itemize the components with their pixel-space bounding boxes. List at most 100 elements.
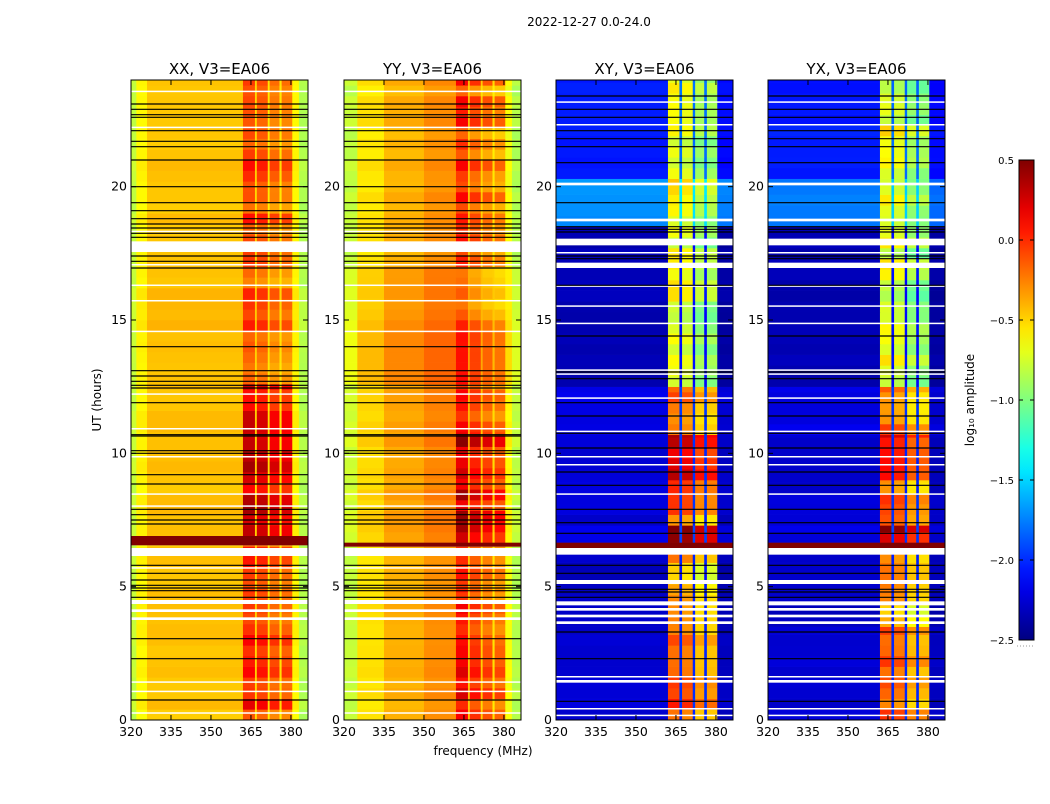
- heatmap-cell: [269, 288, 280, 299]
- heatmap-cell: [904, 312, 908, 323]
- heatmap-cell: [455, 128, 469, 139]
- heatmap-cell: [907, 80, 917, 83]
- heatmap-cell: [242, 645, 256, 657]
- heatmap-cell: [918, 525, 930, 533]
- heatmap-cell: [423, 138, 457, 150]
- heatmap-cell: [879, 448, 892, 459]
- heatmap-cell: [279, 320, 282, 331]
- heatmap-cell: [383, 410, 425, 422]
- heatmap-cell: [254, 461, 258, 473]
- heatmap-cell: [679, 573, 683, 585]
- heatmap-cell: [267, 421, 270, 433]
- heatmap-cell: [292, 320, 300, 331]
- heatmap-cell: [667, 354, 680, 366]
- heatmap-cell: [256, 202, 269, 214]
- heatmap-cell: [357, 234, 385, 246]
- heatmap-cell: [768, 514, 881, 526]
- heatmap-cell: [469, 149, 482, 161]
- heatmap-cell: [556, 605, 669, 617]
- heatmap-cell: [692, 344, 696, 355]
- plot-frame: [130, 79, 309, 721]
- heatmap-cell: [146, 440, 244, 451]
- heatmap-cell: [269, 602, 280, 614]
- heatmap-cell: [256, 80, 269, 86]
- heatmap-cell: [131, 160, 137, 171]
- heatmap-cell: [492, 436, 495, 447]
- heatmap-cell: [667, 434, 680, 438]
- heatmap-cell: [455, 656, 469, 667]
- heatmap-cell: [256, 96, 269, 107]
- heatmap-cell: [894, 626, 906, 635]
- heatmap-cell: [505, 421, 513, 433]
- heatmap-cell: [269, 234, 280, 246]
- heatmap-cell: [904, 114, 908, 126]
- heatmap-cell: [494, 666, 506, 678]
- heatmap-cell: [916, 184, 920, 195]
- heatmap-cell: [706, 552, 718, 563]
- heatmap-cell: [916, 514, 920, 526]
- heatmap-cell: [929, 469, 946, 481]
- panel-title-yy: YY, V3=EA06: [382, 60, 482, 78]
- flagged-row: [768, 714, 945, 717]
- heatmap-cell: [494, 645, 506, 657]
- heatmap-cell: [279, 352, 282, 363]
- heatmap-cell: [907, 514, 917, 526]
- heatmap-cell: [704, 344, 708, 355]
- heatmap-cell: [907, 634, 917, 646]
- heatmap-cell: [692, 269, 696, 281]
- heatmap-cell: [467, 421, 471, 433]
- heatmap-cell: [136, 80, 148, 86]
- heatmap-cell: [455, 362, 469, 374]
- heatmap-cell: [131, 557, 137, 569]
- heatmap-cell: [494, 224, 506, 235]
- flagged-row: [556, 101, 733, 103]
- heatmap-cell: [469, 117, 482, 129]
- heatmap-cell: [482, 436, 493, 447]
- heatmap-cell: [916, 448, 920, 459]
- heatmap-cell: [682, 205, 694, 217]
- heatmap-cell: [469, 709, 482, 721]
- flagged-row: [131, 548, 308, 556]
- flagged-row: [131, 330, 308, 333]
- figure-title: 2022-12-27 0.0-24.0: [527, 15, 651, 29]
- heatmap-cell: [667, 525, 680, 533]
- heatmap-cell: [511, 688, 522, 699]
- heatmap-cell: [279, 138, 282, 150]
- heatmap-cell: [492, 138, 495, 150]
- heatmap-cell: [768, 344, 881, 355]
- heatmap-cell: [492, 709, 495, 721]
- heatmap-cell: [281, 472, 293, 483]
- heatmap-cell: [469, 106, 482, 118]
- heatmap-cell: [907, 312, 917, 323]
- heatmap-cell: [467, 266, 471, 278]
- heatmap-cell: [695, 354, 705, 366]
- heatmap-cell: [254, 545, 258, 547]
- heatmap-cell: [768, 205, 881, 217]
- heatmap-cell: [423, 224, 457, 235]
- heatmap-cell: [146, 656, 244, 667]
- heatmap-cell: [242, 149, 256, 161]
- heatmap-cell: [679, 136, 683, 147]
- heatmap-cell: [383, 645, 425, 657]
- heatmap-cell: [891, 514, 895, 526]
- heatmap-cell: [918, 605, 930, 617]
- heatmap-cell: [894, 402, 906, 414]
- heatmap-cell: [467, 688, 471, 699]
- heatmap-cell: [907, 434, 917, 438]
- heatmap-cell: [298, 410, 309, 422]
- heatmap-cell: [879, 413, 892, 425]
- heatmap-cell: [254, 482, 258, 494]
- heatmap-cell: [704, 480, 708, 483]
- heatmap-cell: [692, 184, 696, 195]
- heatmap-cell: [879, 573, 892, 585]
- heatmap-cell: [717, 184, 734, 195]
- heatmap-cell: [717, 333, 734, 345]
- heatmap-cell: [494, 532, 506, 543]
- heatmap-cell: [267, 362, 270, 374]
- heatmap-cell: [423, 266, 457, 278]
- heatmap-cell: [682, 698, 694, 710]
- heatmap-cell: [879, 168, 892, 179]
- heatmap-cell: [467, 288, 471, 299]
- heatmap-cell: [469, 138, 482, 150]
- heatmap-cell: [146, 461, 244, 473]
